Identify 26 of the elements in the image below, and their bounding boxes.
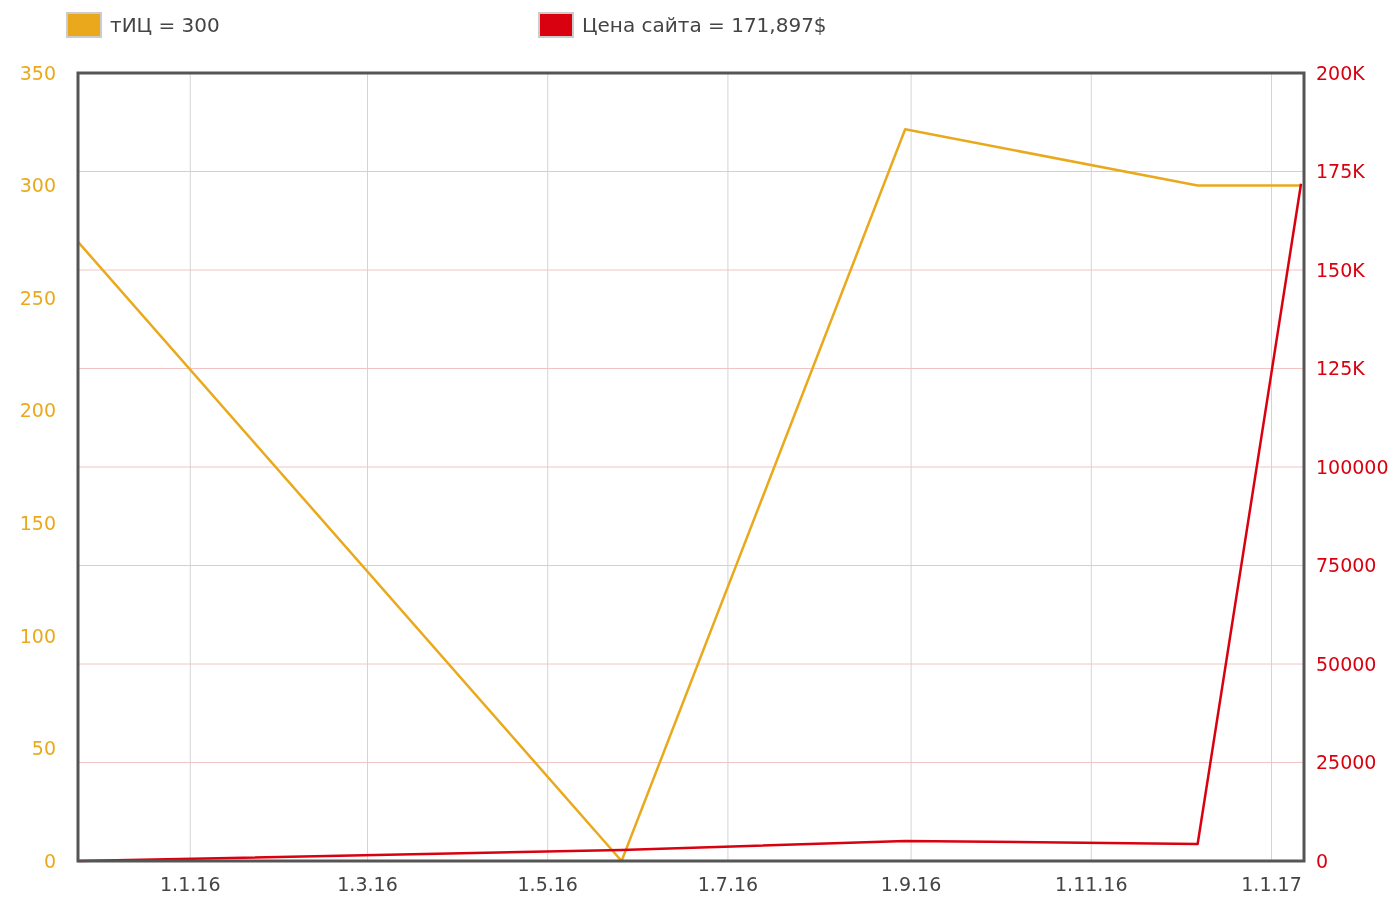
y2-tick-label: 175K xyxy=(1316,160,1366,183)
x-tick-label: 1.1.17 xyxy=(1241,873,1302,895)
x-tick-label: 1.7.16 xyxy=(697,873,759,895)
legend-label: Цена сайта = 171,897$ xyxy=(582,13,827,37)
y2-tick-label: 75000 xyxy=(1316,554,1377,577)
y2-tick-label: 100000 xyxy=(1316,455,1389,478)
y2-tick-label: 50000 xyxy=(1316,652,1377,675)
x-tick-label: 1.1.16 xyxy=(160,873,221,895)
y-tick-label: 300 xyxy=(19,174,56,197)
y-tick-label: 200 xyxy=(19,399,56,422)
x-tick-label: 1.9.16 xyxy=(880,873,942,895)
x-tick-label: 1.5.16 xyxy=(517,873,578,895)
y-tick-label: 350 xyxy=(19,61,56,84)
y-tick-label: 150 xyxy=(19,511,56,534)
y-tick-label: 100 xyxy=(19,624,56,647)
y-tick-label: 250 xyxy=(19,286,56,309)
x-tick-label: 1.3.16 xyxy=(337,873,398,895)
y2-tick-label: 150K xyxy=(1316,258,1366,281)
legend-label: тИЦ = 300 xyxy=(110,13,220,37)
y-tick-label: 0 xyxy=(43,849,56,872)
y2-tick-label: 200K xyxy=(1316,61,1366,84)
y2-tick-label: 0 xyxy=(1316,849,1329,872)
y-tick-label: 50 xyxy=(31,737,56,760)
x-tick-label: 1.11.16 xyxy=(1055,873,1128,895)
y2-tick-label: 125K xyxy=(1316,357,1366,380)
y2-tick-label: 25000 xyxy=(1316,751,1377,774)
